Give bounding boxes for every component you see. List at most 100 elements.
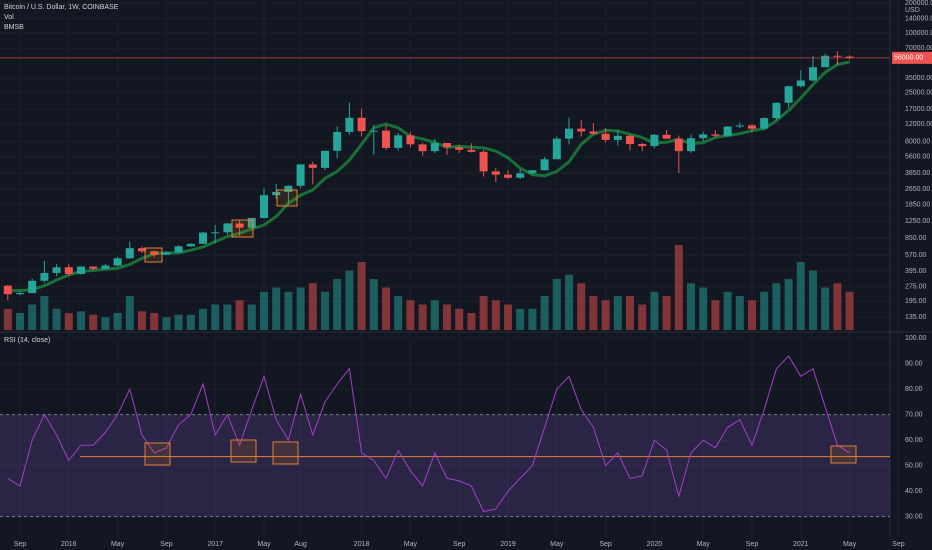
volume-bar xyxy=(113,313,122,330)
volume-bar xyxy=(589,296,598,330)
candle-body xyxy=(40,272,49,281)
y-tick-label: 5600.00 xyxy=(905,154,930,161)
volume-bar xyxy=(455,308,464,330)
y-tick-label: 17000.00 xyxy=(905,106,932,113)
x-tick-label: May xyxy=(257,541,271,548)
volume-bar xyxy=(699,287,708,330)
x-tick-label: Sep xyxy=(160,541,173,548)
volume-bar xyxy=(52,308,61,330)
candle-body xyxy=(650,134,659,147)
candle-body xyxy=(723,126,732,136)
rsi-band xyxy=(0,414,890,517)
y-tick-label: 30.00 xyxy=(905,513,923,520)
volume-bar xyxy=(199,308,207,330)
volume-bar xyxy=(565,274,573,330)
box xyxy=(144,247,163,263)
volume-bar xyxy=(479,296,488,330)
candle-body xyxy=(113,258,122,266)
volume-bar xyxy=(260,291,268,330)
candle-body xyxy=(833,55,842,57)
volume-bar xyxy=(760,291,769,330)
candle-body xyxy=(479,151,488,172)
volume-bar xyxy=(467,313,476,330)
candle-body xyxy=(333,131,342,151)
candle-body xyxy=(52,267,61,273)
volume-bar xyxy=(430,300,439,330)
volume-bar xyxy=(174,314,183,330)
volume-bar xyxy=(345,270,354,330)
box xyxy=(230,439,257,463)
candle-body xyxy=(418,144,427,152)
candle-body xyxy=(284,185,293,192)
ma-label: BMSB xyxy=(4,24,24,31)
candle-body xyxy=(760,118,769,129)
candle-body xyxy=(125,248,134,259)
y-tick-label: 275.00 xyxy=(905,283,927,290)
y-tick-label: 395.00 xyxy=(905,268,927,275)
candle-body xyxy=(211,232,220,234)
chart-title: Bitcoin / U.S. Dollar, 1W, COINBASE xyxy=(4,4,119,11)
volume-bar xyxy=(638,304,647,330)
candle-body xyxy=(687,138,695,152)
volume-bar xyxy=(626,296,634,330)
volume-bar xyxy=(89,314,98,330)
candle-body xyxy=(308,164,317,168)
volume-bar xyxy=(382,287,390,330)
currency: USD xyxy=(905,7,920,14)
volume-bar xyxy=(613,296,622,330)
volume-bar xyxy=(491,300,500,330)
volume-bar xyxy=(308,283,317,330)
x-tick-label: 2016 xyxy=(61,541,77,548)
volume-bar xyxy=(272,287,281,330)
candle-body xyxy=(796,80,805,87)
y-tick-label: 3850.00 xyxy=(905,170,930,177)
y-tick-label: 60.00 xyxy=(905,437,923,444)
volume-bar xyxy=(723,291,732,330)
volume-bar xyxy=(845,291,854,330)
volume-bar xyxy=(321,291,329,330)
volume-bar xyxy=(504,304,512,330)
candle-body xyxy=(443,143,451,148)
candle-body xyxy=(638,144,647,147)
y-tick-label: 100.00 xyxy=(905,335,927,342)
volume-bar xyxy=(296,287,305,330)
volume-bar xyxy=(357,262,366,330)
candle-body xyxy=(369,130,378,132)
volume-bar xyxy=(101,317,110,330)
candle-body xyxy=(89,266,98,269)
y-tick-label: 100000.00 xyxy=(905,30,932,37)
candle-body xyxy=(699,134,708,139)
rsi-line xyxy=(7,355,850,513)
candle-body xyxy=(516,173,525,178)
volume-label: Vol xyxy=(4,14,14,21)
candle-body xyxy=(199,232,207,244)
candle-body xyxy=(321,150,329,168)
candle-body xyxy=(589,131,598,134)
candle-body xyxy=(540,159,549,171)
y-tick-label: 50.00 xyxy=(905,462,923,469)
candle-body xyxy=(491,171,500,175)
candle-body xyxy=(467,149,476,152)
volume-bar xyxy=(650,291,659,330)
volume-bar xyxy=(821,287,830,330)
volume-bar xyxy=(796,262,805,330)
volume-bar xyxy=(247,304,256,330)
candle-body xyxy=(406,135,415,145)
y-tick-label: 850.00 xyxy=(905,235,927,242)
volume-bar xyxy=(443,304,451,330)
box xyxy=(830,445,857,464)
y-tick-label: 200000.00 xyxy=(905,0,932,7)
candle-body xyxy=(150,251,159,255)
candle-body xyxy=(577,128,586,132)
box xyxy=(276,189,298,207)
volume-bar xyxy=(674,245,683,330)
volume-bar xyxy=(150,313,159,330)
x-tick-label: Sep xyxy=(746,541,759,548)
candle-body xyxy=(260,195,268,219)
y-tick-label: 195.00 xyxy=(905,298,927,305)
y-tick-label: 140000.00 xyxy=(905,15,932,22)
candle-body xyxy=(345,117,354,132)
volume-bar xyxy=(333,279,342,330)
candle-body xyxy=(601,133,610,140)
x-tick-label: May xyxy=(404,541,418,548)
